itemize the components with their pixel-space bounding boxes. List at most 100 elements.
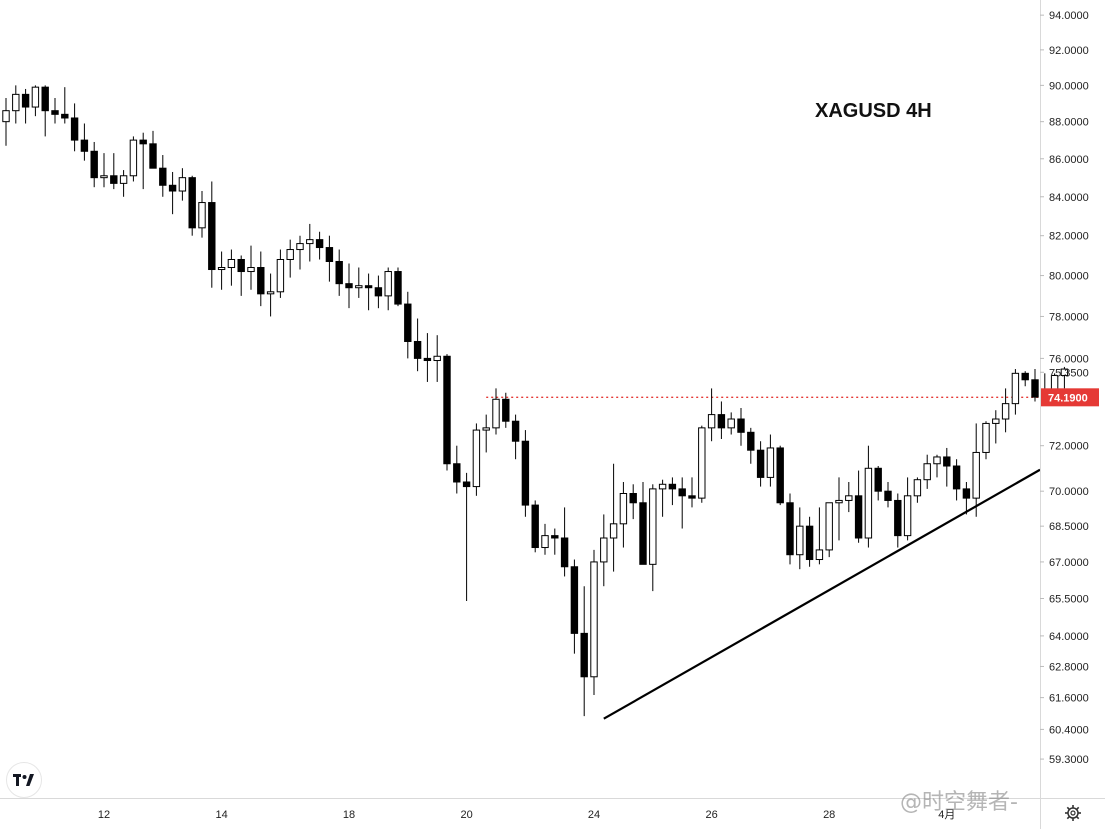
candle[interactable] [639,481,647,565]
candle[interactable] [21,88,30,124]
candle[interactable] [188,175,196,236]
candle[interactable] [247,245,255,290]
candle[interactable] [335,249,343,296]
candle[interactable] [70,103,79,152]
candle[interactable] [1011,369,1020,415]
candle[interactable] [482,414,490,453]
candle[interactable] [168,171,177,215]
candle[interactable] [541,523,549,555]
candle[interactable] [982,421,990,460]
candle[interactable] [149,130,157,169]
candle[interactable] [825,502,833,558]
candle[interactable] [41,85,49,137]
trendline[interactable] [603,468,1041,720]
candle[interactable] [913,477,922,503]
candle[interactable] [394,267,402,307]
candle[interactable] [453,445,461,494]
candle[interactable] [668,477,677,506]
candle[interactable] [1001,388,1010,433]
candle[interactable] [884,481,892,508]
candle[interactable] [737,408,745,446]
candle[interactable] [580,586,588,717]
candle[interactable] [31,85,40,117]
candle[interactable] [923,454,931,489]
candle[interactable] [727,412,735,435]
candle[interactable] [894,493,902,548]
candle[interactable] [1031,369,1039,402]
candle[interactable] [2,97,10,146]
candle[interactable] [521,430,530,517]
candle[interactable] [864,445,873,548]
candle[interactable] [443,354,451,471]
candle[interactable] [462,472,471,601]
candle[interactable] [286,239,294,278]
candle[interactable] [805,516,814,567]
candle[interactable] [747,427,755,464]
candle[interactable] [296,235,304,270]
candle[interactable] [570,559,579,654]
candle[interactable] [61,87,69,124]
candle[interactable] [600,514,608,587]
candle[interactable] [874,466,882,501]
candle[interactable] [159,155,167,197]
candle[interactable] [325,235,334,282]
candle[interactable] [404,291,412,359]
tradingview-logo-icon[interactable] [6,762,42,798]
candle[interactable] [786,493,794,565]
candle[interactable] [257,251,265,307]
candle[interactable] [1060,366,1069,389]
candle[interactable] [492,388,500,435]
candle[interactable] [129,136,138,182]
candle[interactable] [756,441,765,487]
candle[interactable] [707,388,716,442]
candle[interactable] [80,123,89,161]
candle[interactable] [1021,371,1029,387]
candle[interactable] [237,255,245,296]
candle[interactable] [531,500,539,553]
candle[interactable] [590,549,598,695]
candle[interactable] [502,392,510,428]
candle[interactable] [198,191,206,238]
candle[interactable] [384,267,392,311]
candle[interactable] [266,273,275,317]
candle[interactable] [364,273,373,311]
candle[interactable] [933,454,941,478]
candle[interactable] [609,463,618,572]
candle[interactable] [629,484,637,520]
candle[interactable] [560,507,569,577]
candle[interactable] [355,267,363,298]
candle[interactable] [139,132,147,190]
candle[interactable] [943,447,951,487]
candle[interactable] [217,251,226,290]
candle[interactable] [717,401,726,439]
candle[interactable] [227,249,236,286]
candle[interactable] [315,231,324,260]
candle[interactable] [306,223,314,262]
candle[interactable] [433,335,441,382]
candle[interactable] [90,141,98,188]
candle[interactable] [551,528,559,555]
candle[interactable] [688,477,696,508]
candle[interactable] [511,414,520,460]
candle[interactable] [51,97,59,124]
candle[interactable] [110,153,118,190]
candle[interactable] [423,333,432,382]
candle[interactable] [962,481,971,515]
candle[interactable] [796,507,804,570]
candle[interactable] [619,481,628,548]
candle[interactable] [972,423,980,517]
candle[interactable] [678,477,686,529]
candle[interactable] [345,263,353,309]
candle[interactable] [835,477,843,541]
candle[interactable] [472,423,481,496]
candle[interactable] [119,170,128,197]
candle[interactable] [854,470,863,543]
candle[interactable] [658,479,667,517]
candle[interactable] [992,410,1000,444]
candle[interactable] [276,249,285,298]
candle[interactable] [952,459,961,501]
candle[interactable] [776,445,784,506]
candle[interactable] [649,484,657,592]
